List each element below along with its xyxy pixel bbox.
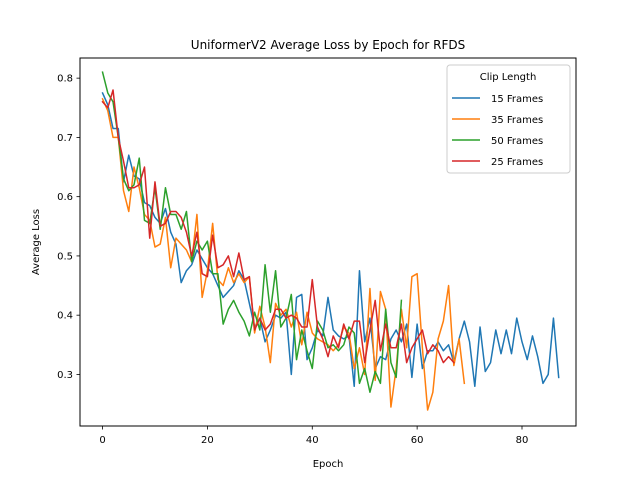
legend-entries: 15 Frames 35 Frames 50 Frames 25 Frames xyxy=(452,94,543,168)
x-tick-label: 60 xyxy=(411,435,424,446)
legend: Clip Length 15 Frames 35 Frames 50 Frames 2… xyxy=(446,64,571,174)
x-axis-ticks: 0 20 40 60 80 xyxy=(99,426,528,446)
x-tick-label: 20 xyxy=(201,435,214,446)
y-axis-ticks: 0.3 0.4 0.5 0.6 0.7 0.8 xyxy=(57,74,80,381)
legend-title: Clip Length xyxy=(480,72,537,83)
legend-label: 25 Frames xyxy=(491,157,543,168)
chart-title: UniformerV2 Average Loss by Epoch for RF… xyxy=(191,38,465,52)
legend-box xyxy=(446,64,571,174)
y-tick-label: 0.4 xyxy=(57,311,73,322)
y-tick-label: 0.7 xyxy=(57,133,73,144)
series-line-4 xyxy=(101,89,455,364)
x-tick-label: 0 xyxy=(99,435,105,446)
y-tick-label: 0.3 xyxy=(57,370,73,381)
y-tick-label: 0.8 xyxy=(57,74,73,85)
legend-label: 50 Frames xyxy=(491,136,543,147)
legend-label: 35 Frames xyxy=(491,115,543,126)
x-tick-label: 80 xyxy=(516,435,529,446)
y-axis-label: Average Loss xyxy=(31,209,42,275)
y-tick-label: 0.6 xyxy=(57,192,73,203)
y-tick-label: 0.5 xyxy=(57,251,73,262)
series-line-1 xyxy=(101,91,560,388)
series-line-2 xyxy=(101,97,466,411)
x-tick-label: 40 xyxy=(306,435,319,446)
series-layer xyxy=(101,71,560,411)
x-axis-label: Epoch xyxy=(313,459,344,470)
legend-label: 15 Frames xyxy=(491,94,543,105)
plot-area-frame xyxy=(79,57,577,427)
